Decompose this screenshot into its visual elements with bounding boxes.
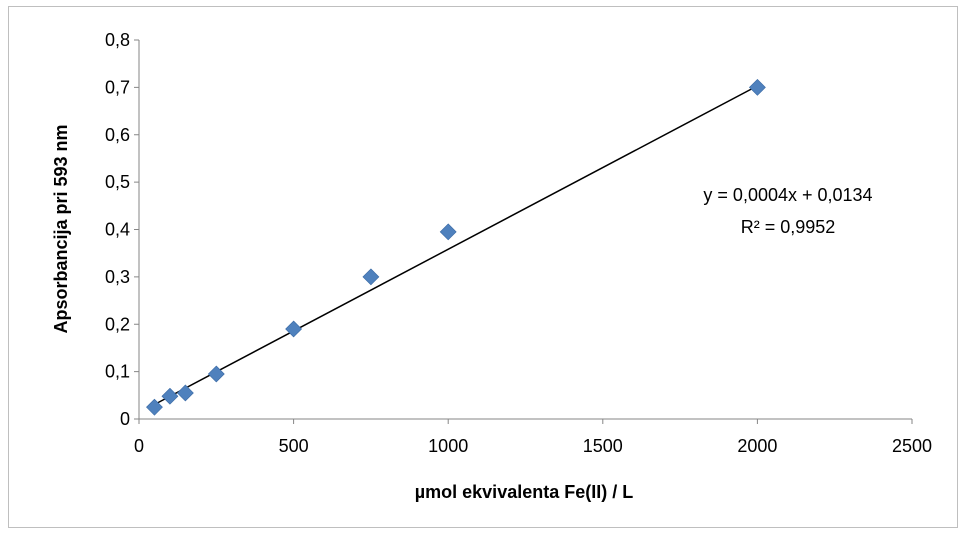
y-tick-label: 0,7 xyxy=(105,77,130,97)
y-tick-label: 0,5 xyxy=(105,172,130,192)
y-tick-label: 0,3 xyxy=(105,267,130,287)
trendline-equation: y = 0,0004x + 0,0134 xyxy=(703,185,872,205)
data-point xyxy=(176,384,194,402)
chart-frame xyxy=(8,6,958,528)
trendline-r-squared: R² = 0,9952 xyxy=(741,217,836,237)
y-tick-label: 0,6 xyxy=(105,125,130,145)
data-point xyxy=(207,365,225,383)
data-point xyxy=(362,268,380,286)
x-tick-label: 0 xyxy=(134,436,144,456)
y-tick-label: 0,2 xyxy=(105,314,130,334)
x-tick-label: 2000 xyxy=(737,436,777,456)
data-points xyxy=(146,78,766,416)
x-tick-label: 500 xyxy=(279,436,309,456)
data-point xyxy=(161,387,179,405)
y-axis-title: Apsorbancija pri 593 nm xyxy=(51,124,71,333)
y-tick-label: 0,8 xyxy=(105,30,130,50)
trendline-group xyxy=(154,85,758,406)
trendline xyxy=(154,85,758,406)
x-tick-label: 1000 xyxy=(428,436,468,456)
x-tick-label: 2500 xyxy=(892,436,932,456)
y-tick-label: 0,4 xyxy=(105,220,130,240)
x-axis-ticks: 0 500 1000 1500 2000 2500 xyxy=(134,419,932,456)
data-point xyxy=(439,223,457,241)
x-axis-title: µmol ekvivalenta Fe(II) / L xyxy=(415,482,633,502)
y-axis-ticks: 0 0,1 0,2 0,3 0,4 0,5 0,6 0,7 0,8 xyxy=(105,30,139,429)
data-point xyxy=(285,320,303,338)
x-tick-label: 1500 xyxy=(583,436,623,456)
data-point xyxy=(748,78,766,96)
y-tick-label: 0,1 xyxy=(105,362,130,382)
data-point xyxy=(146,398,163,416)
y-tick-label: 0 xyxy=(120,409,130,429)
